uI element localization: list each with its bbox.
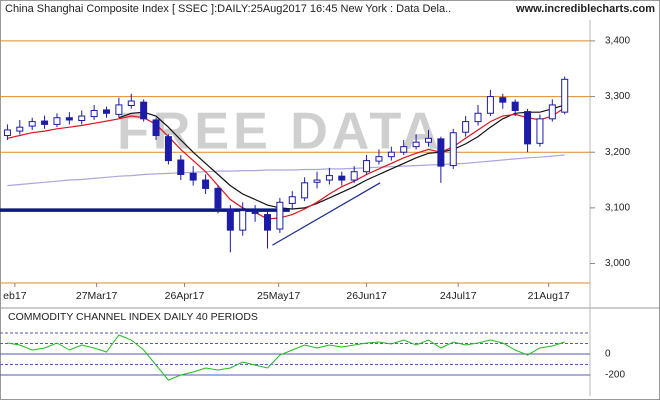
candle-body [152, 119, 160, 137]
y-tick-label: 0 [605, 349, 611, 360]
candle-body [486, 96, 494, 114]
y-tick-label: 3,000 [605, 258, 630, 269]
candle-body [437, 138, 445, 167]
candle-body [288, 196, 296, 204]
candle-body [164, 136, 172, 162]
candle-body [449, 132, 457, 167]
candle-body [3, 129, 11, 137]
candle-body [263, 214, 271, 231]
candle-body [363, 160, 371, 173]
candle-body [127, 100, 135, 106]
candle-body [16, 126, 24, 132]
cci-line [7, 334, 565, 381]
candle-body [561, 78, 569, 113]
y-tick-label: -200 [605, 370, 625, 381]
candle-body [548, 104, 556, 120]
candle-body [325, 175, 333, 181]
candle-body [412, 141, 420, 148]
candle-body [400, 146, 408, 153]
candle-body [524, 111, 532, 145]
candle-body [65, 117, 73, 121]
candle-body [53, 117, 61, 125]
x-tick-label: 27Mar17 [76, 290, 118, 302]
candle-body [202, 179, 210, 189]
x-tick-label: 26Apr17 [165, 290, 205, 302]
candle-body [90, 109, 98, 118]
candle-body [387, 151, 395, 158]
candle-body [177, 159, 185, 175]
moving-average [7, 107, 566, 220]
trend-line [272, 182, 381, 246]
candle-body [78, 115, 86, 122]
candle-body [338, 175, 346, 181]
candle-body [140, 101, 148, 120]
x-tick-label: 24Jul17 [440, 290, 477, 302]
candle-body [301, 182, 309, 199]
candle-body [226, 208, 234, 231]
candle-body [536, 118, 544, 144]
x-tick-label: 26Jun17 [346, 290, 386, 302]
x-tick-label: eb17 [3, 290, 27, 302]
candle-body [276, 201, 284, 230]
y-tick-label: 3,400 [605, 36, 630, 47]
candle-body [103, 109, 111, 114]
x-tick-label: 21Aug17 [528, 290, 570, 302]
y-tick-label: 3,200 [605, 147, 630, 158]
candle-body [474, 112, 482, 123]
moving-average [7, 154, 565, 187]
candle-body [28, 121, 36, 127]
candle-body [313, 179, 321, 183]
candle-body [115, 104, 123, 115]
candle-body [214, 187, 222, 209]
candle-body [189, 172, 197, 181]
candle-body [511, 101, 519, 111]
candle-body [41, 120, 49, 125]
y-tick-label: 3,300 [605, 91, 630, 102]
moving-average [118, 104, 565, 210]
site: www.incrediblecharts.com [515, 3, 655, 15]
y-tick-label: 3,100 [605, 203, 630, 214]
candle-body [251, 210, 259, 214]
chart-title: China Shanghai Composite Index [ SSEC ]:… [5, 3, 451, 15]
x-tick-label: 25May17 [257, 290, 300, 302]
candle-body [462, 121, 470, 133]
candle-body [375, 156, 383, 162]
candle-body [350, 171, 358, 181]
candle-body [424, 137, 432, 143]
panel-title: COMMODITY CHANNEL INDEX DAILY 40 PERIODS [8, 311, 258, 323]
candle-body [239, 210, 247, 231]
candle-body [499, 97, 507, 103]
